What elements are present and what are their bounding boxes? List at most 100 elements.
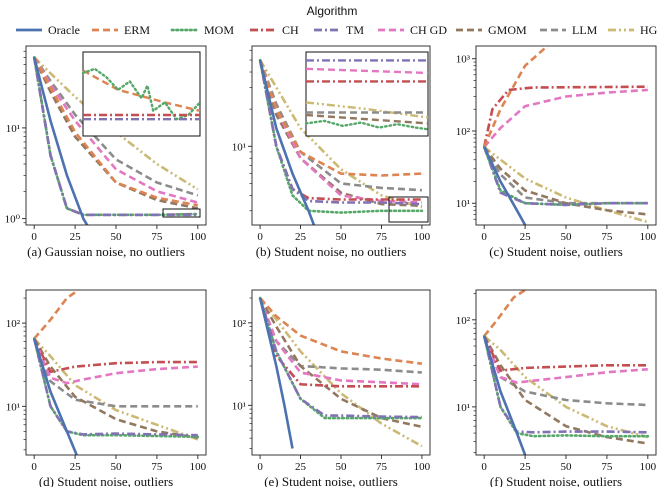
legend-label: TM <box>346 23 364 37</box>
y-tick-label: 10³ <box>456 54 471 66</box>
legend-label: HG <box>640 23 658 37</box>
series-line-llm <box>33 56 199 197</box>
inset-frame <box>305 51 429 137</box>
x-tick-label: 100 <box>640 231 657 243</box>
axes-frame <box>475 289 657 456</box>
legend-label: GMOM <box>488 23 527 37</box>
plot-area <box>258 58 424 225</box>
inset-line-ch-gd <box>305 67 429 75</box>
plot-area <box>482 46 650 225</box>
y-tick-label: 10² <box>232 318 247 330</box>
y-tick-label: 10² <box>6 318 21 330</box>
subplot-caption: (d) Student noise, outliers <box>39 474 173 487</box>
x-tick-label: 100 <box>640 461 657 473</box>
series-line-hg <box>483 335 649 439</box>
x-tick-label: 50 <box>111 461 123 473</box>
subplot-caption: (b) Student noise, no outliers <box>256 244 407 259</box>
plot-area <box>32 56 200 225</box>
legend-label: CH <box>282 23 299 37</box>
x-tick-label: 25 <box>70 461 82 473</box>
x-tick-label: 75 <box>601 461 613 473</box>
series-line-llm <box>32 338 198 408</box>
series-line-oracle <box>32 338 78 455</box>
zoom-inset-1 <box>81 51 202 218</box>
y-tick-label: 10¹ <box>232 141 246 153</box>
x-tick-label: 0 <box>481 461 487 473</box>
subplot-caption: (c) Student noise, outliers <box>489 244 623 259</box>
x-tick-label: 25 <box>520 461 532 473</box>
legend-entry-erm: ERM <box>92 23 150 37</box>
plot-area <box>482 290 650 455</box>
inset-line-gmom <box>305 113 429 125</box>
series-line-tm <box>482 146 648 207</box>
series-line-gmom <box>483 335 649 445</box>
series-line-oracle <box>258 297 294 449</box>
y-tick-label: 10¹ <box>232 400 246 412</box>
legend-entry-mom: MOM <box>170 23 234 37</box>
zoom-region-marker <box>388 196 429 223</box>
subplot-3: 0 25 50 75 100 10¹ 10² 10³ (c) Student noise, ou… <box>456 45 657 259</box>
series-line-erm <box>33 56 199 207</box>
subplot-caption: (f) Student noise, outliers <box>490 474 622 487</box>
x-tick-label: 100 <box>414 461 431 473</box>
subplot-6: 0 25 50 75 100 10¹ 10² (f) Student noise, outli… <box>456 289 657 487</box>
x-tick-label: 50 <box>336 461 348 473</box>
x-tick-label: 75 <box>601 231 613 243</box>
legend-label: MOM <box>204 23 234 37</box>
x-tick-label: 25 <box>520 231 532 243</box>
series-line-gmom <box>258 297 423 429</box>
series-line-ch-gd <box>258 297 422 386</box>
series-line-gmom <box>33 338 198 439</box>
series-line-tm <box>482 335 648 434</box>
subplot-4: 0 25 50 75 100 10¹ 10² (d) Student noise, outli… <box>6 289 207 487</box>
series-line-erm <box>33 290 80 340</box>
series-line-oracle <box>32 56 89 225</box>
x-tick-label: 0 <box>481 231 487 243</box>
series-line-tm <box>32 338 198 437</box>
series-line-hg <box>258 59 423 209</box>
x-tick-label: 25 <box>295 231 307 243</box>
subplot-5: 0 25 50 75 100 10¹ 10² (e) Student noise, outli… <box>232 289 431 487</box>
legend-entry-gmom: GMOM <box>456 23 527 37</box>
series-line-tm <box>32 57 198 217</box>
series-line-oracle <box>258 59 316 225</box>
series-line-erm <box>258 59 422 177</box>
y-tick-label: 10² <box>456 315 471 327</box>
series-line-ch <box>483 335 648 372</box>
legend-label: CH GD <box>410 23 447 37</box>
series-line-ch <box>33 338 198 374</box>
legend-entry-oracle: Oracle <box>16 23 80 37</box>
subplot-1: 0 25 50 75 100 10⁰ 10¹ (a) Gaussian noise, no o… <box>5 45 207 259</box>
x-tick-label: 75 <box>151 461 163 473</box>
series-line-gmom <box>33 56 199 210</box>
x-tick-label: 100 <box>190 461 207 473</box>
subplot-2: 0 25 50 75 100 10¹ (b) Student noise, no outli… <box>232 45 431 259</box>
x-tick-label: 25 <box>295 461 307 473</box>
series-line-tm <box>258 59 422 206</box>
series-line-ch-gd <box>482 335 648 384</box>
zoom-region-marker <box>162 208 201 218</box>
legend-entry-ch-gd: CH GD <box>378 23 447 37</box>
series-line-ch-gd <box>483 88 648 148</box>
subplot-caption: (a) Gaussian noise, no outliers <box>27 244 185 259</box>
x-tick-label: 50 <box>336 231 348 243</box>
y-tick-label: 10² <box>456 126 471 138</box>
x-tick-label: 0 <box>31 461 37 473</box>
series-line-erm <box>259 297 423 365</box>
x-tick-label: 75 <box>376 231 388 243</box>
inset-frame <box>82 51 201 137</box>
y-tick-label: 10¹ <box>456 198 470 210</box>
x-tick-label: 0 <box>31 231 37 243</box>
plot-area <box>32 290 200 455</box>
legend-entry-hg: HG <box>608 23 658 37</box>
legend-entry-ch: CH <box>250 23 299 37</box>
series-line-mom <box>482 334 650 438</box>
subplot-caption: (e) Student noise, outliers <box>264 474 398 487</box>
series-line-oracle <box>483 146 527 225</box>
series-line-oracle <box>482 335 527 455</box>
legend-title: Algorithm <box>306 4 358 18</box>
series-line-llm <box>258 59 422 192</box>
legend-label: ERM <box>124 23 150 37</box>
series-line-ch-gd <box>258 59 422 204</box>
